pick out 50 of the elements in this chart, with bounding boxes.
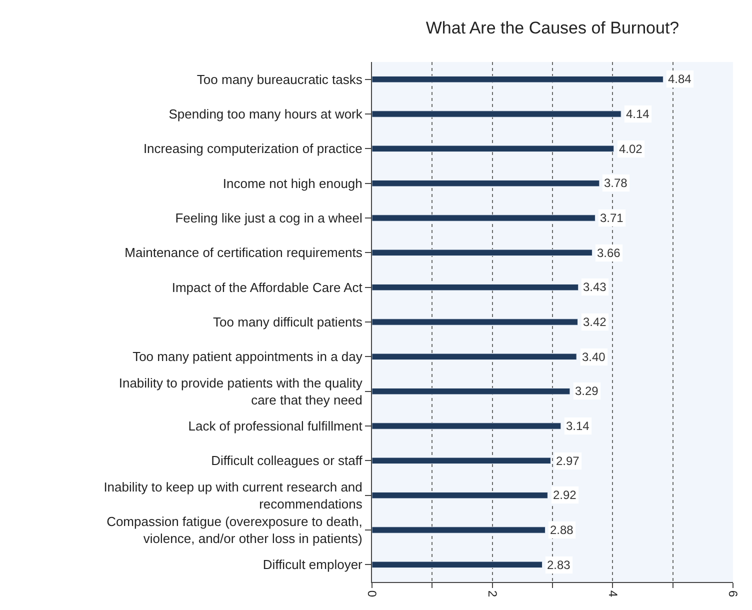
y-tick-label: Too many bureaucratic tasks (196, 72, 363, 87)
data-label: 2.83 (547, 558, 571, 572)
bar (372, 561, 543, 568)
data-label: 2.97 (556, 454, 580, 468)
bar (372, 526, 546, 534)
y-tick-label: Maintenance of certification requirements (124, 245, 363, 260)
data-label: 2.88 (550, 523, 574, 537)
data-label: 4.02 (619, 142, 643, 156)
y-tick-label: Too many patient appointments in a day (132, 349, 363, 364)
bar (372, 76, 664, 83)
bar (372, 214, 596, 222)
bar (372, 318, 578, 326)
x-tick-label: 4 (606, 590, 620, 598)
y-tick-label: Too many difficult patients (213, 314, 363, 330)
y-tick-label: Impact of the Affordable Care Act (172, 280, 363, 295)
data-label: 3.43 (583, 280, 607, 294)
chart-title: What Are the Causes of Burnout? (426, 18, 680, 38)
y-tick-label: Income not high enough (222, 176, 362, 191)
bar (372, 249, 592, 256)
data-label: 4.84 (668, 72, 692, 86)
data-label: 3.71 (600, 211, 624, 225)
data-label: 2.92 (553, 488, 577, 502)
bar (372, 180, 600, 187)
bar (372, 492, 548, 499)
y-tick-label: Lack of professional fulfillment (188, 418, 363, 434)
y-tick-label: Inability to keep up with current research and recommendations (104, 479, 363, 512)
bar (372, 422, 562, 430)
data-label: 3.78 (604, 176, 628, 190)
bar (372, 353, 577, 360)
data-label: 3.66 (597, 246, 621, 260)
y-tick-label: Compassion fatigue (overexposure to death, violence, and/or other loss in patients) (106, 514, 362, 546)
data-label: 3.42 (583, 315, 607, 329)
y-tick-label: Difficult colleagues or staff (211, 453, 363, 468)
data-label: 3.40 (582, 350, 606, 364)
y-tick-label: Spending too many hours at work (168, 106, 363, 122)
bar (372, 388, 570, 395)
x-tick-label: 6 (726, 590, 740, 598)
y-tick-label: Increasing computerization of practice (143, 141, 362, 156)
x-tick-label: 0 (365, 590, 380, 598)
bar (372, 110, 622, 118)
bar (372, 284, 579, 291)
y-tick-label: Difficult employer (262, 557, 364, 572)
y-tick-label: Feeling like just a cog in a wheel (175, 210, 362, 226)
y-tick-label: Inability to provide patients with the quality care that they need (118, 375, 363, 408)
data-label: 3.29 (575, 384, 599, 398)
data-label: 3.14 (566, 419, 590, 433)
bar (372, 145, 614, 152)
data-label: 4.14 (626, 107, 650, 121)
x-tick-label: 2 (485, 590, 500, 598)
bar (372, 457, 551, 464)
